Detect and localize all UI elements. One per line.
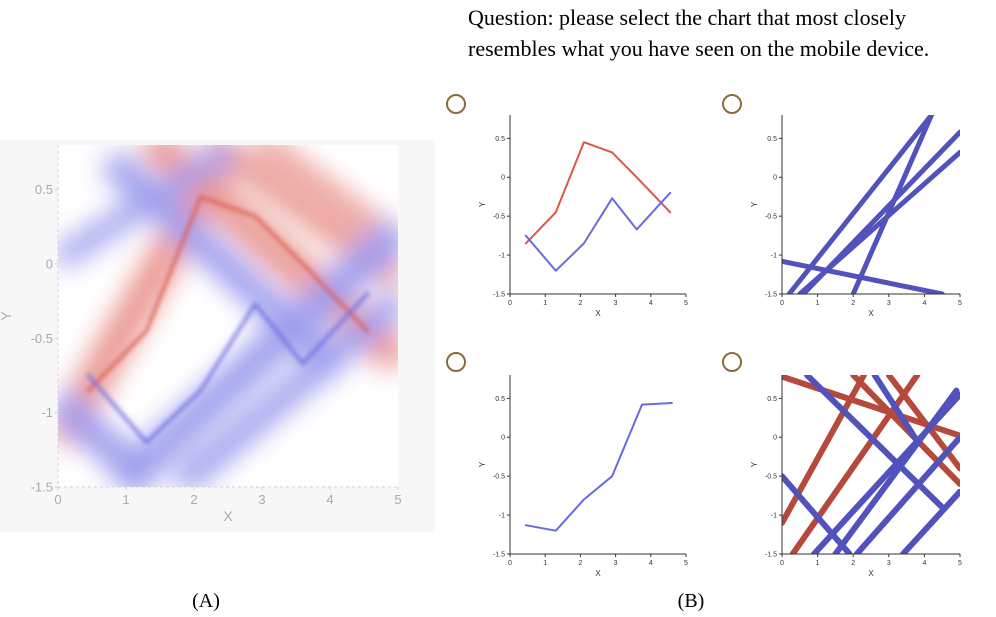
y-tick-label: -1.5: [765, 551, 777, 558]
x-tick-label: 1: [543, 300, 547, 307]
series-line-7: [782, 473, 853, 554]
y-tick-label: -0.5: [31, 331, 53, 346]
y-tick-label: 0: [501, 175, 505, 182]
y-tick-label: 0.5: [495, 136, 505, 143]
series-line-2: [524, 191, 672, 272]
series-line-11: [832, 387, 960, 554]
series-line-2: [86, 291, 370, 445]
x-tick-label: 0: [508, 300, 512, 307]
question-text: Question: please select the chart that m…: [468, 2, 988, 64]
x-axis-label: X: [868, 309, 874, 318]
y-tick-label: 0.5: [767, 396, 777, 403]
y-tick-label: 0.5: [767, 136, 777, 143]
series-line-12: [871, 375, 921, 445]
x-tick-label: 1: [543, 560, 547, 567]
x-axis-label: X: [223, 508, 233, 524]
x-tick-label: 3: [887, 300, 891, 307]
series-line-1: [786, 115, 934, 294]
x-tick-label: 1: [816, 560, 820, 567]
caption-a: (A): [192, 590, 220, 612]
y-tick-label: -1: [771, 253, 777, 260]
x-tick-label: 4: [922, 300, 926, 307]
y-tick-label: -0.5: [765, 214, 777, 221]
y-axis-label: Y: [478, 461, 487, 467]
option-1-chart: 0 1 2 3 4 5 -1.5 -1 -0.5 0 0.5 X Y: [478, 115, 688, 318]
caption-b: (B): [677, 590, 705, 612]
y-tick-label: -1: [499, 253, 505, 260]
question-line-1: Question: please select the chart that m…: [468, 5, 907, 30]
option-3-chart: 0 1 2 3 4 5 -1.5 -1 -0.5 0 0.5 X Y: [478, 375, 688, 578]
y-axis-label: Y: [750, 461, 759, 467]
x-tick-label: 5: [684, 300, 688, 307]
y-tick-label: 0: [501, 435, 505, 442]
x-tick-label: 3: [614, 300, 618, 307]
x-tick-label: 0: [780, 560, 784, 567]
y-tick-label: -1.5: [493, 551, 505, 558]
y-tick-label: 0.5: [35, 182, 53, 197]
series-line-1: [86, 195, 370, 393]
x-tick-label: 5: [958, 300, 962, 307]
option-2-chart: 0 1 2 3 4 5 -1.5 -1 -0.5 0 0.5 X Y: [750, 115, 962, 318]
y-axis-label: Y: [750, 201, 759, 207]
series-line-5: [850, 115, 934, 294]
x-tick-label: 1: [122, 492, 129, 507]
y-tick-label: 0: [46, 257, 53, 272]
x-tick-label: 3: [258, 492, 265, 507]
y-tick-label: -0.5: [493, 214, 505, 221]
option-4-chart: 0 1 2 3 4 5 -1.5 -1 -0.5 0 0.5 X Y: [750, 375, 962, 578]
x-tick-label: 2: [190, 492, 197, 507]
x-tick-label: 0: [54, 492, 61, 507]
x-tick-label: 1: [816, 300, 820, 307]
x-tick-label: 5: [684, 560, 688, 567]
x-tick-label: 2: [578, 560, 582, 567]
y-tick-label: -1: [499, 513, 505, 520]
x-tick-label: 5: [394, 492, 401, 507]
y-tick-label: -1: [771, 513, 777, 520]
series-line-10: [900, 488, 960, 554]
series-line-3: [797, 149, 960, 294]
x-tick-label: 4: [649, 560, 653, 567]
x-tick-label: 4: [649, 300, 653, 307]
series-line-9: [853, 434, 960, 554]
chart-a-blurred: 0 1 2 3 4 5 -1.5 -1 -0.5 0 0.5 X Y: [0, 140, 435, 532]
y-axis-label: Y: [478, 201, 487, 207]
option-3-radio[interactable]: [446, 352, 466, 372]
x-tick-label: 5: [958, 560, 962, 567]
x-tick-label: 2: [851, 300, 855, 307]
question-line-2: resembles what you have seen on the mobi…: [468, 36, 930, 61]
x-axis-label: X: [595, 569, 601, 578]
x-tick-label: 3: [887, 560, 891, 567]
x-tick-label: 0: [508, 560, 512, 567]
x-axis-label: X: [868, 569, 874, 578]
y-tick-label: -0.5: [765, 474, 777, 481]
series-line-1: [524, 402, 673, 532]
y-tick-label: 0: [773, 175, 777, 182]
y-tick-label: 0: [773, 435, 777, 442]
series-line-1: [524, 141, 672, 245]
option-1-radio[interactable]: [446, 94, 466, 114]
y-tick-label: 0.5: [495, 396, 505, 403]
y-tick-label: -1.5: [31, 480, 53, 495]
option-2-radio[interactable]: [722, 94, 742, 114]
y-tick-label: -1.5: [493, 291, 505, 298]
plot-area: [782, 115, 960, 294]
y-tick-label: -1.5: [765, 291, 777, 298]
x-tick-label: 2: [851, 560, 855, 567]
option-4-radio[interactable]: [722, 352, 742, 372]
x-tick-label: 4: [326, 492, 333, 507]
x-tick-label: 0: [780, 300, 784, 307]
plot-area: [782, 375, 960, 554]
y-tick-label: -1: [41, 405, 53, 420]
x-axis-label: X: [595, 309, 601, 318]
y-axis-label: Y: [0, 311, 14, 321]
x-tick-label: 3: [614, 560, 618, 567]
x-tick-label: 4: [922, 560, 926, 567]
y-tick-label: -0.5: [493, 474, 505, 481]
x-tick-label: 2: [578, 300, 582, 307]
